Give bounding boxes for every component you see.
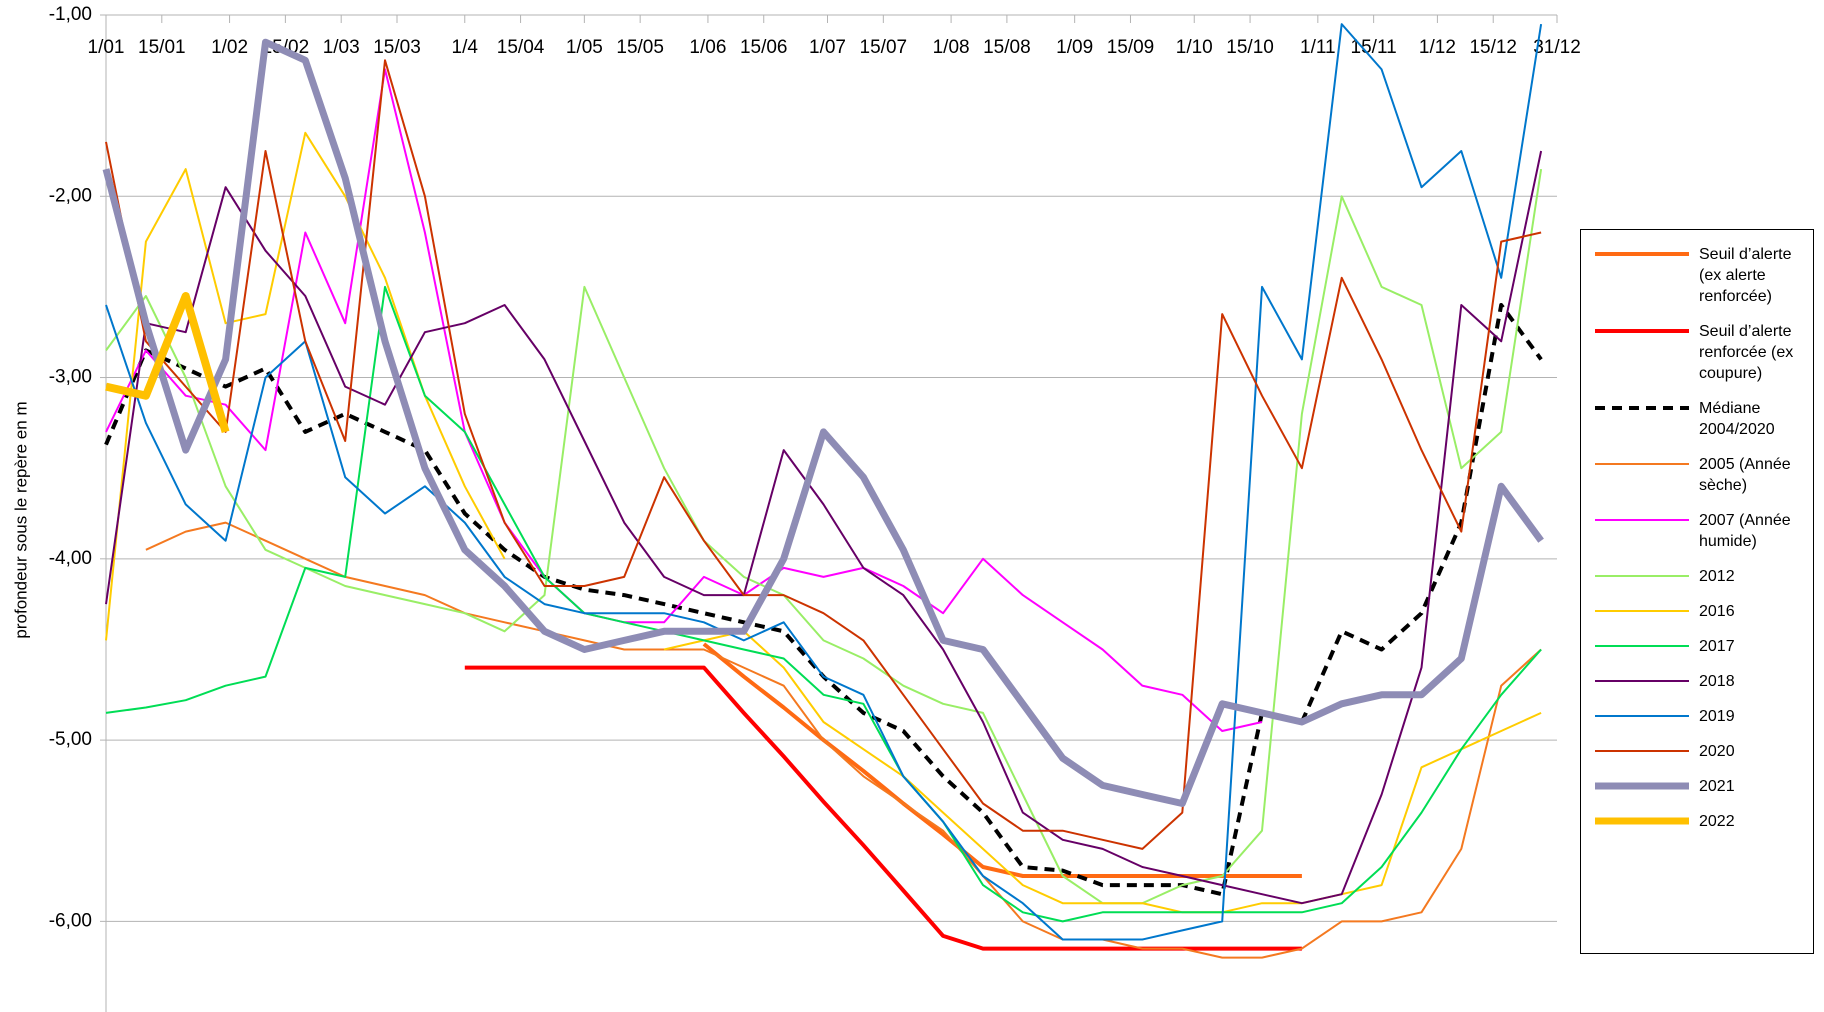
legend-label: 2005 (Année sèche) (1699, 456, 1791, 494)
x-tick-label: 1/10 (1176, 37, 1213, 58)
y-tick-label: -2,00 (49, 185, 92, 206)
x-tick-label: 1/4 (452, 37, 479, 58)
legend-item: 2005 (Année sèche) (1589, 454, 1805, 496)
legend-item: 2022 (1589, 811, 1805, 832)
series-line (105, 131, 1542, 914)
legend-label: 2012 (1699, 568, 1735, 585)
legend-label: 2016 (1699, 603, 1735, 620)
legend: Seuil d’alerte (ex alerte renforcée) Seui… (1580, 229, 1814, 954)
legend-swatch (1595, 715, 1689, 717)
legend-label: 2019 (1699, 708, 1735, 725)
series-line (102, 38, 1544, 807)
legend-swatch (1595, 645, 1689, 647)
x-tick-label: 1/02 (211, 37, 248, 58)
series-line (105, 68, 1263, 732)
legend-label: Seuil d’alerte renforcée (ex coupure) (1699, 323, 1794, 382)
x-tick-label: 15/01 (138, 37, 186, 58)
legend-item: 2016 (1589, 601, 1805, 622)
series-line (105, 23, 1543, 941)
legend-label: 2018 (1699, 673, 1735, 690)
x-tick-label: 15/05 (616, 37, 664, 58)
y-tick-label: -4,00 (49, 548, 92, 569)
legend-item: 2020 (1589, 741, 1805, 762)
x-tick-label: 1/08 (933, 37, 970, 58)
x-tick-label: 1/11 (1300, 37, 1336, 58)
legend-item: Seuil d’alerte renforcée (ex coupure) (1589, 321, 1805, 384)
legend-label: Médiane 2004/2020 (1699, 400, 1775, 438)
x-tick-label: 1/06 (689, 37, 726, 58)
legend-swatch (1595, 610, 1689, 612)
y-tick-label: -3,00 (49, 367, 92, 388)
x-tick-label: 1/07 (809, 37, 846, 58)
legend-item: 2021 (1589, 776, 1805, 797)
legend-label: 2017 (1699, 638, 1735, 655)
series-line (105, 292, 230, 434)
legend-label: 2021 (1699, 778, 1735, 795)
series-line (702, 642, 1302, 878)
x-tick-label: 1/05 (566, 37, 603, 58)
x-tick-label: 15/06 (740, 37, 788, 58)
legend-item: 2007 (Année humide) (1589, 510, 1805, 552)
series-line (145, 521, 1542, 959)
legend-label: Seuil d’alerte (ex alerte renforcée) (1699, 246, 1792, 305)
legend-item: 2019 (1589, 706, 1805, 727)
x-tick-label: 1/12 (1419, 37, 1456, 58)
x-tick-label: 15/12 (1469, 37, 1517, 58)
x-tick-label: 1/01 (88, 37, 125, 58)
series-line (105, 285, 1542, 923)
legend-label: 2020 (1699, 743, 1735, 760)
x-tick-label: 31/12 (1533, 37, 1581, 58)
x-tick-label: 15/03 (373, 37, 421, 58)
x-tick-label: 15/08 (983, 37, 1031, 58)
x-tick-label: 15/07 (860, 37, 908, 58)
legend-item: 2012 (1589, 566, 1805, 587)
x-tick-label: 15/04 (497, 37, 545, 58)
legend-item: Médiane 2004/2020 (1589, 398, 1805, 440)
legend-swatch (1595, 463, 1689, 465)
legend-item: 2018 (1589, 671, 1805, 692)
x-tick-label: 15/11 (1351, 37, 1397, 58)
x-tick-label: 1/03 (323, 37, 360, 58)
y-tick-label: -1,00 (49, 4, 92, 25)
series-line (464, 665, 1302, 951)
legend-swatch (1595, 329, 1689, 333)
legend-swatch (1595, 750, 1689, 752)
legend-swatch (1595, 575, 1689, 577)
y-tick-label: -6,00 (49, 910, 92, 931)
y-tick-label: -5,00 (49, 729, 92, 750)
legend-swatch (1595, 680, 1689, 682)
legend-swatch (1595, 519, 1689, 521)
legend-label: 2007 (Année humide) (1699, 512, 1791, 550)
series-line (105, 168, 1543, 905)
series-line (105, 150, 1543, 905)
legend-swatch (1595, 817, 1689, 825)
x-tick-label: 15/10 (1226, 37, 1274, 58)
x-tick-label: 1/09 (1056, 37, 1093, 58)
legend-label: 2022 (1699, 813, 1735, 830)
series-line (105, 59, 1542, 850)
legend-item: 2017 (1589, 636, 1805, 657)
legend-swatch (1595, 406, 1689, 410)
legend-swatch (1595, 252, 1689, 256)
legend-item: Seuil d’alerte (ex alerte renforcée) (1589, 244, 1805, 307)
legend-swatch (1595, 782, 1689, 790)
y-axis-label: profondeur sous le repère en m (11, 401, 30, 638)
x-tick-label: 15/09 (1107, 37, 1155, 58)
